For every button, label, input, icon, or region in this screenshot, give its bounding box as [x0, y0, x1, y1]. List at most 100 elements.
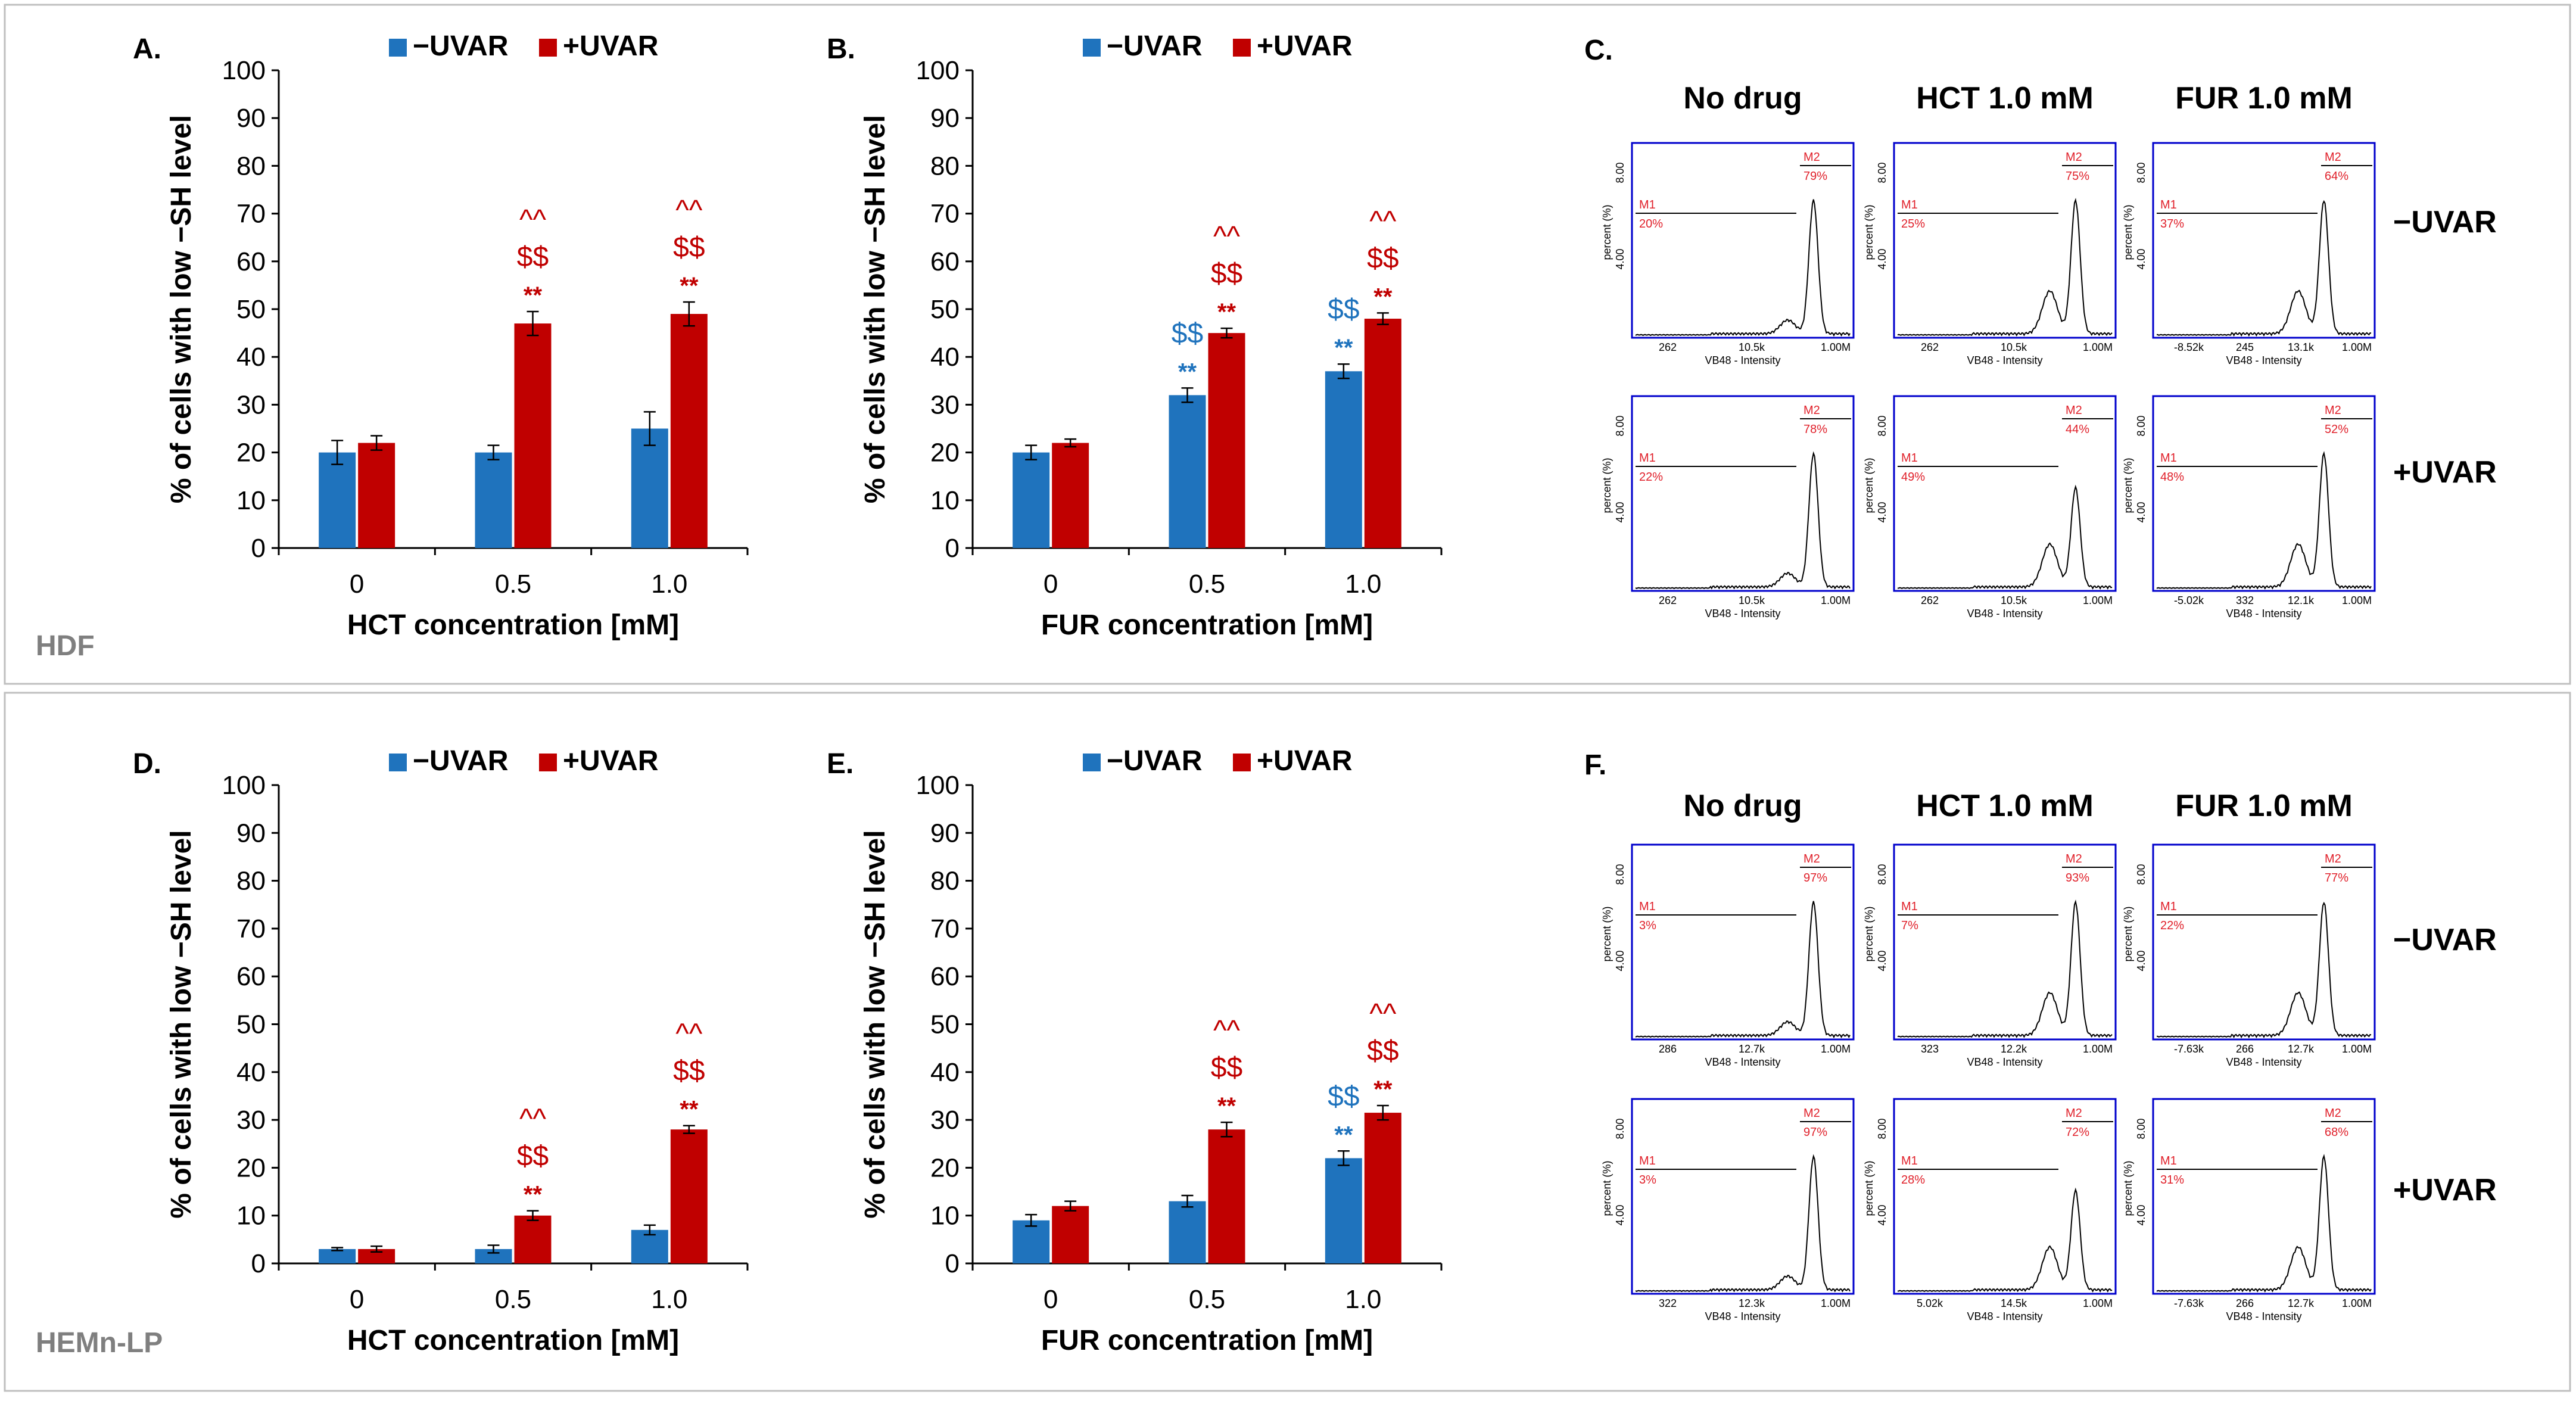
row-label-0: HDF [36, 630, 95, 662]
y-tick-label: 30 [930, 1106, 960, 1135]
y-top-label: 8.00 [2135, 415, 2147, 436]
y-mid-label: 4.00 [1614, 248, 1626, 269]
histogram-trace [2156, 901, 2372, 1039]
x-tick-label: 1.00M [1821, 594, 1851, 606]
significance-label: $$ [673, 232, 705, 263]
x-tick-label: 1.00M [1821, 341, 1851, 353]
bar-minus [631, 1229, 668, 1263]
y-tick-label: 40 [930, 1058, 960, 1087]
bar-chart-D: D. −UVAR +UVAR 0 10 20 30 40 50 60 70 80 90 100 % of c… [133, 745, 749, 1356]
y-axis-label: % of cells with low −SH level [166, 830, 197, 1218]
m1-label: M1 [2160, 900, 2177, 913]
histogram-frame [1631, 1098, 1855, 1295]
m1-percent: 22% [2160, 919, 2184, 932]
significance-label: $$ [1367, 1035, 1398, 1067]
uvar-row-label: +UVAR [2393, 1173, 2497, 1207]
significance-label: $$ [1367, 242, 1398, 274]
significance-label: ** [1178, 359, 1197, 385]
x-tick-label: 0.5 [495, 569, 531, 599]
y-top-label: 8.00 [2135, 162, 2147, 183]
m2-percent: 93% [2066, 871, 2089, 885]
panel-letter: A. [133, 33, 161, 65]
y-axis-label: percent (%) [1863, 906, 1875, 961]
m2-percent: 68% [2325, 1126, 2348, 1139]
m1-label: M1 [1901, 452, 1918, 465]
legend-swatch-plus [1233, 754, 1251, 771]
m2-label: M2 [1803, 852, 1820, 865]
x-tick-label: 12.7k [1739, 1043, 1765, 1055]
column-title: FUR 1.0 mM [2175, 81, 2353, 116]
x-tick-label: 266 [2236, 1297, 2254, 1309]
legend-swatch-plus [1233, 39, 1251, 57]
panel-letter: B. [827, 33, 855, 65]
x-tick-label: 1.0 [1345, 569, 1381, 599]
m2-percent: 72% [2066, 1126, 2089, 1139]
significance-label: $$ [517, 241, 549, 273]
bar-chart-E: E. −UVAR +UVAR 0 10 20 30 40 50 60 70 80 90 100 % of c… [827, 745, 1443, 1356]
x-tick-label: -7.63k [2174, 1297, 2204, 1309]
x-axis-label: VB48 - Intensity [1705, 1056, 1780, 1068]
bar-plus [1364, 319, 1401, 548]
histogram-trace [2156, 200, 2372, 337]
y-tick-label: 30 [236, 1106, 266, 1135]
bar-chart-A: A. −UVAR +UVAR 0 10 20 30 40 50 60 70 80 90 100 % of c… [133, 30, 749, 641]
m1-percent: 25% [1901, 217, 1925, 231]
y-mid-label: 4.00 [1876, 1204, 1888, 1225]
bar-plus [514, 323, 552, 548]
y-tick-label: 60 [236, 247, 266, 276]
m2-label: M2 [2066, 852, 2082, 865]
significance-label: ** [524, 1182, 543, 1208]
y-mid-label: 4.00 [2135, 1204, 2147, 1225]
x-tick-label: -8.52k [2174, 341, 2204, 353]
y-tick-label: 30 [236, 390, 266, 419]
m1-label: M1 [1901, 1154, 1918, 1168]
legend-swatch-minus [389, 39, 407, 57]
x-axis-label: HCT concentration [mM] [347, 609, 679, 641]
m2-label: M2 [2325, 1107, 2341, 1120]
flow-panel-C: C. No drug HCT 1.0 mM FUR 1.0 mM −UVAR +UVAR 8… [1584, 35, 2497, 619]
y-tick-label: 10 [930, 486, 960, 515]
significance-label: ** [1217, 1093, 1236, 1119]
y-tick-label: 20 [236, 1153, 266, 1182]
significance-label: $$ [1328, 1081, 1359, 1112]
y-tick-label: 20 [236, 438, 266, 468]
y-tick-label: 50 [236, 295, 266, 324]
y-axis-label: percent (%) [2122, 204, 2134, 260]
y-tick-label: 60 [930, 962, 960, 991]
row-panel-border [4, 692, 2571, 1392]
panel-letter: E. [827, 748, 854, 780]
x-tick-label: 0 [1044, 1285, 1058, 1314]
y-tick-label: 100 [222, 771, 266, 800]
m1-percent: 31% [2160, 1173, 2184, 1187]
bar-minus [1325, 371, 1362, 548]
histogram-frame [2152, 1098, 2376, 1295]
x-tick-label: 1.00M [2083, 1043, 2113, 1055]
bar-plus [514, 1215, 552, 1263]
x-tick-label: 1.0 [651, 1285, 687, 1314]
x-tick-label: 0.5 [1189, 1285, 1225, 1314]
legend-swatch-plus [539, 754, 557, 771]
x-tick-label: 1.00M [1821, 1297, 1851, 1309]
m2-percent: 78% [1803, 423, 1827, 436]
y-tick-label: 40 [236, 343, 266, 372]
column-title: FUR 1.0 mM [2175, 789, 2353, 823]
histogram-frame [2152, 843, 2376, 1041]
histogram-trace [1635, 901, 1851, 1039]
significance-label: ^^ [1213, 221, 1241, 253]
m1-percent: 7% [1901, 919, 1918, 932]
significance-label: $$ [1211, 258, 1242, 289]
histogram-trace [2156, 1154, 2372, 1293]
histogram-trace [1635, 1154, 1851, 1293]
m1-percent: 49% [1901, 471, 1925, 484]
y-tick-label: 50 [930, 295, 960, 324]
legend-label-minus: −UVAR [413, 745, 508, 777]
m1-label: M1 [1639, 900, 1656, 913]
column-title: No drug [1683, 81, 1802, 116]
y-tick-label: 30 [930, 390, 960, 419]
significance-label: ^^ [675, 1019, 703, 1050]
